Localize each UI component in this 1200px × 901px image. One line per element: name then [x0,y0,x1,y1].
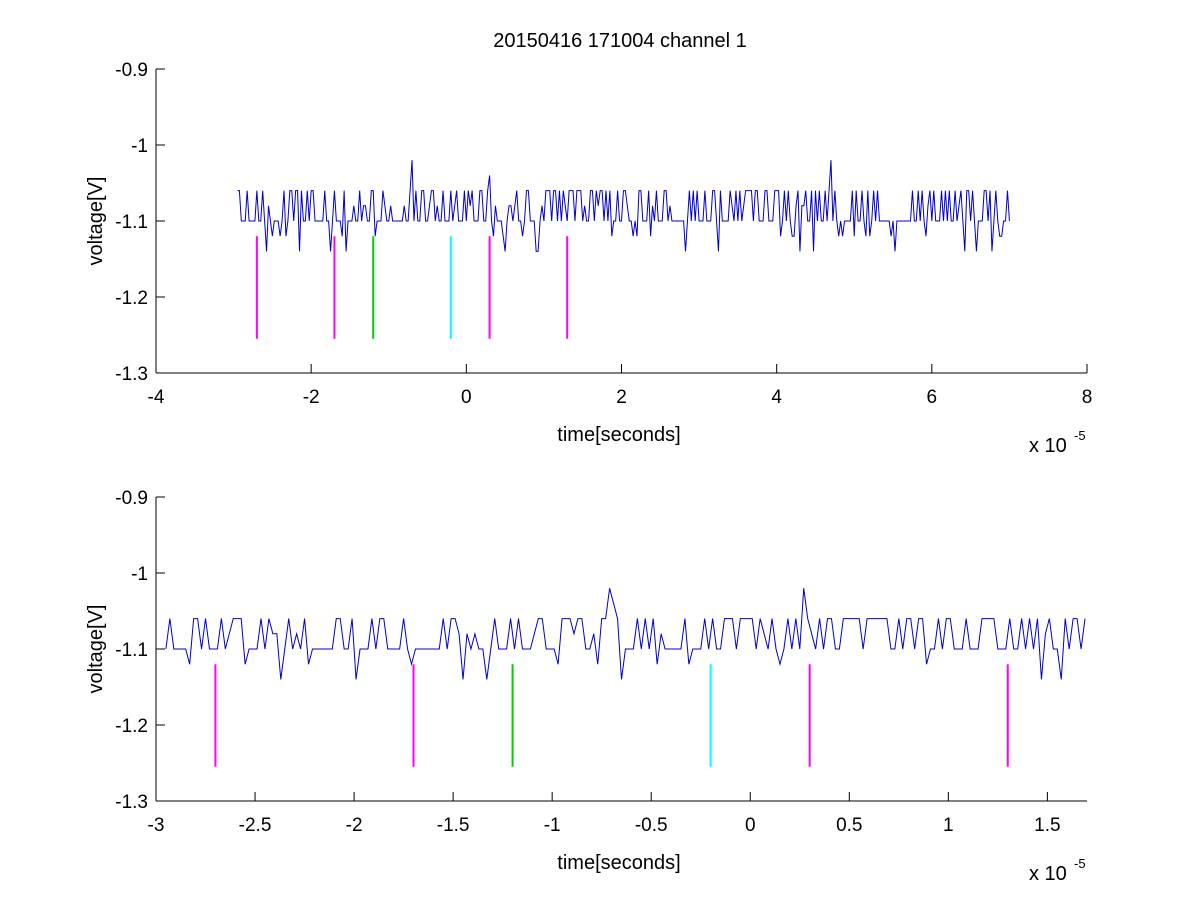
x-tick-label: -1.5 [437,815,470,836]
y-tick-label: -0.9 [115,60,148,81]
x-scale-exponent-label: x 10 [1029,435,1067,457]
x-tick-label: -0.5 [635,815,668,836]
x-scale-exponent-label: x 10 [1029,863,1067,885]
x-scale-exponent-superscript: -5 [1074,428,1086,443]
x-tick-label: -3 [148,815,165,836]
bottom-axes: -1.3 -1.2 -1.1 -1 -0.9 -3 -2.5 -2 -1.5 -1 -0.5 0 0.5… [85,488,1087,885]
y-tick-label: -1.3 [115,364,148,385]
x-tick-label: 4 [771,387,782,408]
x-tick-label: -1 [544,815,561,836]
y-tick-label: -1.2 [115,716,148,737]
x-tick-label: 1 [943,815,954,836]
x-tick-label: 8 [1082,387,1093,408]
x-tick-label: 6 [927,387,938,408]
y-tick-label: -0.9 [115,488,148,509]
x-tick-label: 0 [461,387,472,408]
x-tick-label: -4 [148,387,165,408]
top-axes: -1.3 -1.2 -1.1 -1 -0.9 -4 -2 0 2 4 6 8 time[seconds]… [85,60,1092,457]
x-tick-label: 1.5 [1034,815,1060,836]
x-tick-label: -2.5 [239,815,272,836]
y-tick-label: -1 [131,564,148,585]
x-scale-exponent-superscript: -5 [1074,856,1086,871]
x-tick-label: 0 [745,815,756,836]
x-tick-label: 0.5 [836,815,862,836]
y-axis-label: voltage[V] [85,177,107,266]
voltage-signal-line [165,588,1086,680]
y-tick-label: -1 [131,136,148,157]
y-tick-label: -1.1 [115,212,148,233]
y-tick-label: -1.3 [115,792,148,813]
y-axis-label: voltage[V] [85,605,107,694]
x-axis-label: time[seconds] [557,424,680,446]
y-tick-label: -1.2 [115,288,148,309]
x-tick-label: -2 [346,815,363,836]
y-tick-label: -1.1 [115,640,148,661]
x-axis-label: time[seconds] [557,852,680,874]
figure-title: 20150416 171004 channel 1 [493,30,747,52]
x-tick-label: 2 [616,387,627,408]
voltage-signal-line [237,160,1010,252]
x-tick-label: -2 [303,387,320,408]
